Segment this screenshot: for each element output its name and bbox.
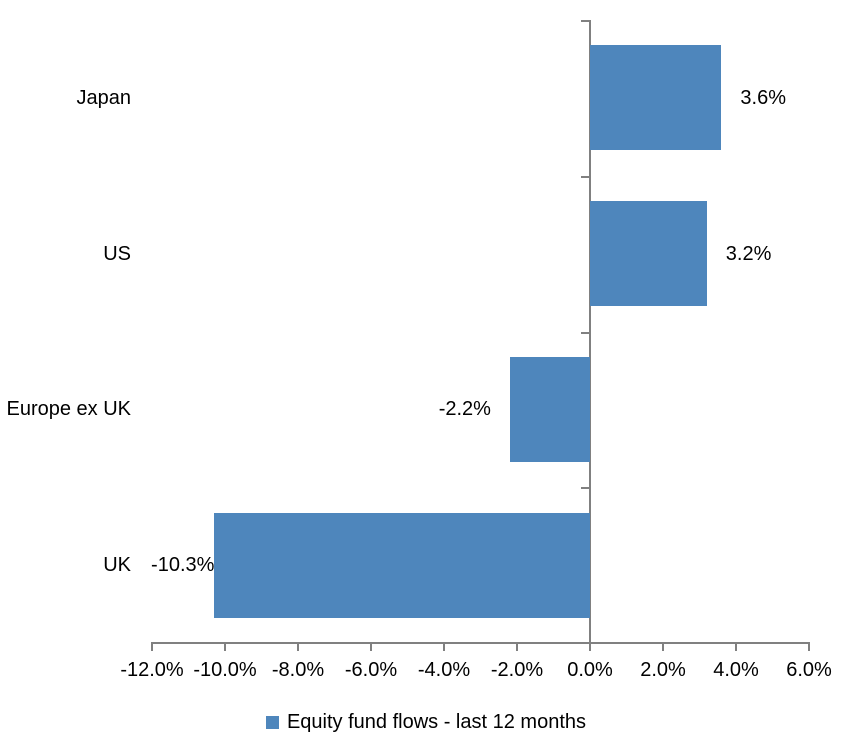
x-tick-label: -8.0% xyxy=(271,659,325,681)
x-axis-tick xyxy=(443,644,445,651)
x-axis-line xyxy=(151,642,810,644)
x-axis-tick xyxy=(370,644,372,651)
category-axis-tick xyxy=(581,331,589,334)
value-axis-line xyxy=(589,20,591,643)
bar-uk xyxy=(214,512,590,618)
x-axis-tick xyxy=(516,644,518,651)
x-tick-label: 2.0% xyxy=(640,659,686,681)
x-tick-label: 4.0% xyxy=(713,659,759,681)
data-label-uk: -10.3% xyxy=(151,554,215,577)
category-label-europe-ex-uk: Europe ex UK xyxy=(6,398,131,421)
category-label-us: US xyxy=(103,242,131,265)
x-tick-label: -6.0% xyxy=(344,659,398,681)
x-axis-tick xyxy=(735,644,737,651)
bar-europe-ex-uk xyxy=(509,356,590,462)
data-label-europe-ex-uk: -2.2% xyxy=(438,398,491,421)
legend-label: Equity fund flows - last 12 months xyxy=(286,711,587,733)
x-axis-tick xyxy=(589,644,591,651)
category-label-japan: Japan xyxy=(76,86,132,109)
x-axis-tick xyxy=(224,644,226,651)
bar-japan xyxy=(590,45,722,151)
x-axis-tick xyxy=(662,644,664,651)
category-axis-tick xyxy=(581,175,589,178)
x-axis-tick xyxy=(808,644,810,651)
x-tick-label: -10.0% xyxy=(193,659,257,681)
x-tick-label: 6.0% xyxy=(786,659,832,681)
x-tick-label: 0.0% xyxy=(567,659,613,681)
x-axis-tick xyxy=(151,644,153,651)
x-tick-label: -2.0% xyxy=(490,659,544,681)
category-axis-tick xyxy=(581,487,589,490)
bar-us xyxy=(590,201,707,307)
category-label-uk: UK xyxy=(103,554,131,577)
legend: Equity fund flows - last 12 months xyxy=(0,711,852,734)
data-label-japan: 3.6% xyxy=(740,86,786,109)
x-tick-label: -12.0% xyxy=(120,659,184,681)
data-label-us: 3.2% xyxy=(725,242,772,265)
category-axis-tick xyxy=(581,20,589,22)
legend-swatch xyxy=(265,716,279,729)
x-tick-label: -4.0% xyxy=(417,659,471,681)
x-axis-tick xyxy=(297,644,299,651)
